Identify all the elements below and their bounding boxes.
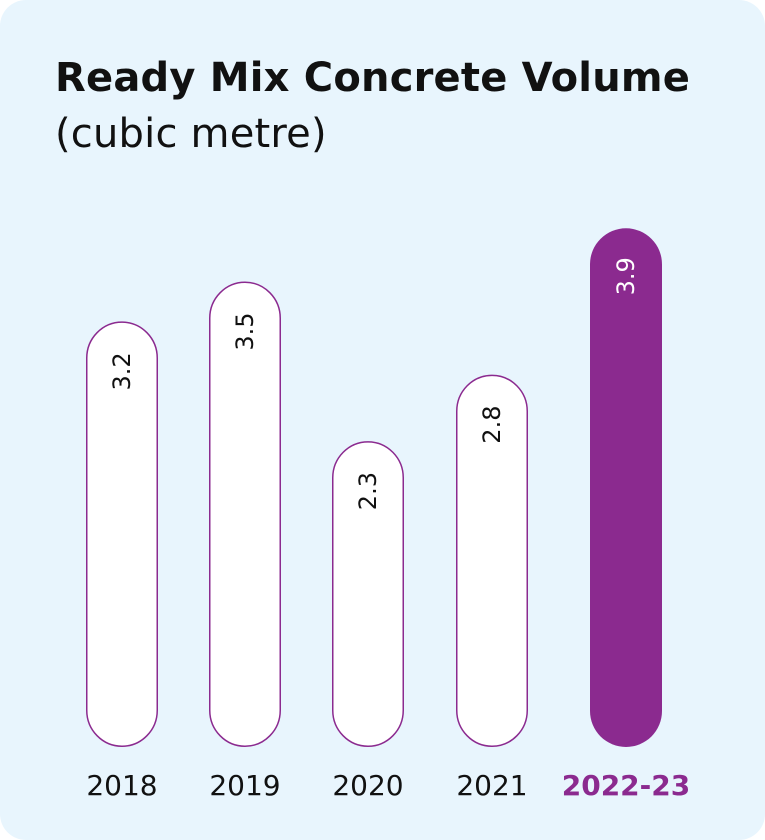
chart-title: Ready Mix Concrete Volume (cubic metre) [55,50,735,162]
category-label: 2018 [86,769,157,802]
bar-group-2019: 3.5 2019 [209,281,281,802]
category-label: 2019 [209,769,280,802]
bar-2020 [332,441,404,747]
bar-value-label: 3.5 [231,312,259,350]
chart-title-unit: (cubic metre) [55,111,327,157]
bar-group-2022-23: 3.9 2022-23 [562,228,691,802]
bar-2019 [209,281,281,747]
chart-title-main: Ready Mix Concrete Volume [55,55,691,101]
bar-2021 [456,374,528,747]
bar-2018 [86,321,158,747]
bar-group-2018: 3.2 2018 [86,321,158,802]
bar-value-label: 3.2 [108,352,136,390]
bar-value-label: 2.3 [354,472,382,510]
bar-value-label: 2.8 [478,406,506,444]
bar-group-2021: 2.8 2021 [456,374,528,802]
category-label: 2021 [456,769,527,802]
bar-group-2020: 2.3 2020 [332,441,404,802]
category-label: 2022-23 [562,769,691,802]
bar-value-label: 3.9 [612,257,640,295]
bar-2022-23 [590,228,662,748]
category-label: 2020 [332,769,403,802]
